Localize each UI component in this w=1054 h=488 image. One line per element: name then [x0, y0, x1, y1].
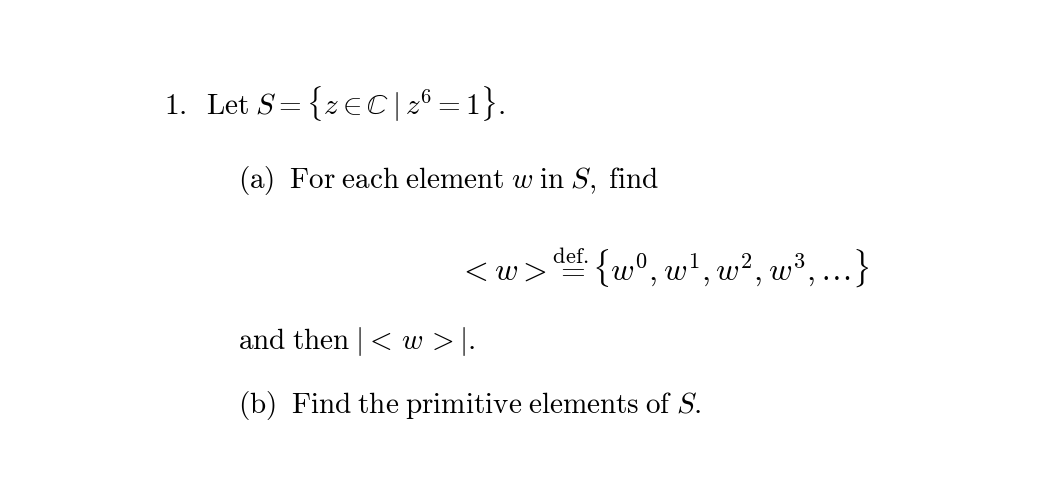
Text: $< w > \overset{\mathrm{def.}}{=} \{w^0, w^1, w^2, w^3, \ldots\}$: $< w > \overset{\mathrm{def.}}{=} \{w^0,…	[458, 246, 871, 290]
Text: $\mathrm{(a)\;\; For\; each\; element}\; w \;\mathrm{in}\; S,\; \mathrm{find}$: $\mathrm{(a)\;\; For\; each\; element}\;…	[238, 164, 660, 197]
Text: $\mathrm{and\; then}\; |{<}\, w \,{>}|.$: $\mathrm{and\; then}\; |{<}\, w \,{>}|.$	[238, 325, 475, 358]
Text: $\mathrm{(b)\;\; Find\; the\; primitive\; elements\; of}\; S.$: $\mathrm{(b)\;\; Find\; the\; primitive\…	[238, 389, 702, 422]
Text: $1. \;\; \mathrm{Let}\; S = \{z \in \mathbb{C}\mid z^6 = 1\}.$: $1. \;\; \mathrm{Let}\; S = \{z \in \mat…	[164, 85, 506, 124]
